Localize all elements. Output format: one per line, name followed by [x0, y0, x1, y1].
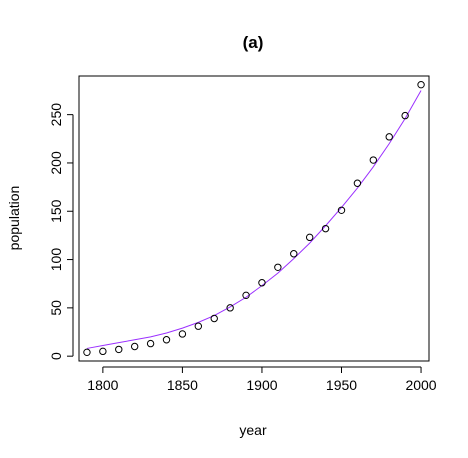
y-tick-label: 0: [48, 352, 64, 360]
y-tick-label: 250: [48, 103, 64, 127]
chart-title: (a): [243, 33, 264, 52]
data-point: [401, 111, 409, 120]
data-point: [258, 279, 266, 287]
x-tick-label: 1900: [246, 377, 277, 393]
data-point: [337, 206, 346, 214]
data-point: [305, 233, 314, 242]
y-axis: 0 50 100 150 200 250: [48, 103, 74, 360]
x-tick-label: 2000: [405, 377, 436, 393]
data-points: [83, 80, 425, 357]
y-tick-label: 200: [48, 151, 64, 175]
x-tick-label: 1950: [326, 377, 357, 393]
data-point: [99, 347, 107, 356]
data-point: [194, 322, 203, 330]
y-tick-label: 50: [48, 300, 64, 316]
data-point: [130, 342, 139, 351]
data-point: [226, 304, 234, 312]
data-point: [242, 291, 250, 300]
data-point: [178, 330, 187, 338]
x-tick-label: 1800: [87, 377, 118, 393]
data-point: [385, 133, 393, 141]
y-tick-label: 150: [48, 199, 64, 223]
data-point: [162, 336, 171, 344]
data-point: [369, 156, 378, 164]
x-axis-label: year: [239, 422, 267, 438]
y-tick-label: 100: [48, 248, 64, 272]
fit-line: [86, 90, 422, 349]
x-tick-label: 1850: [167, 377, 198, 393]
data-point: [321, 224, 330, 233]
data-point: [210, 314, 218, 323]
data-point: [274, 263, 282, 271]
data-point: [146, 339, 155, 348]
data-point: [353, 179, 362, 187]
data-point: [417, 80, 425, 89]
data-point: [115, 345, 123, 354]
data-point: [83, 348, 91, 357]
y-axis-label: population: [6, 186, 22, 251]
plot-area: [78, 75, 430, 362]
x-axis: 1800 1850 1900 1950 2000: [87, 366, 437, 393]
data-point: [290, 250, 298, 258]
